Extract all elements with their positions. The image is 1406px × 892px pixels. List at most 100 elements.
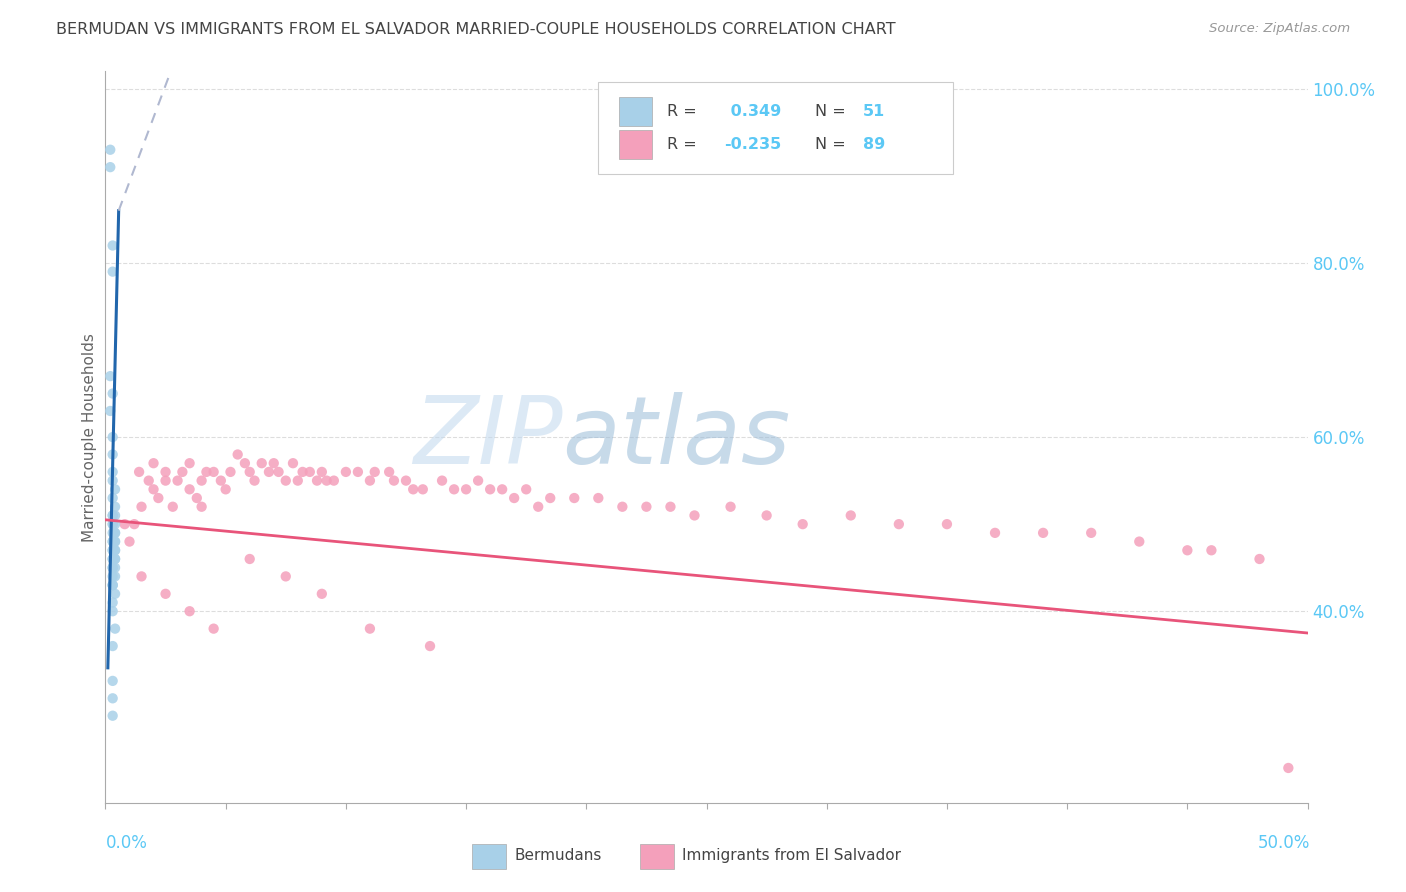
Point [142,483,165,497]
Point [101,639,124,653]
Point [104,587,127,601]
Point [138,474,160,488]
Point [104,534,127,549]
Text: BERMUDAN VS IMMIGRANTS FROM EL SALVADOR MARRIED-COUPLE HOUSEHOLDS CORRELATION CH: BERMUDAN VS IMMIGRANTS FROM EL SALVADOR … [56,22,896,37]
Point [101,560,124,574]
Point [104,500,127,514]
Point [298,465,321,479]
Point [378,465,401,479]
Point [491,483,513,497]
Point [1128,534,1150,549]
Point [104,560,127,574]
Point [291,465,314,479]
Point [101,578,124,592]
Point [148,491,170,505]
Point [131,569,153,583]
Point [538,491,561,505]
Point [202,465,225,479]
Text: R =: R = [666,104,696,120]
Point [402,483,425,497]
Point [412,483,434,497]
Point [101,430,124,444]
Point [101,448,124,462]
Point [515,483,537,497]
Point [101,491,124,505]
Point [172,465,194,479]
Point [190,474,212,488]
Point [467,474,489,488]
Point [101,595,124,609]
Point [101,552,124,566]
Point [214,483,236,497]
Point [104,552,127,566]
Point [195,465,218,479]
Point [527,500,550,514]
Text: N =: N = [814,137,845,152]
Point [101,534,124,549]
Point [755,508,778,523]
Text: Bermudans: Bermudans [515,848,602,863]
Text: atlas: atlas [562,392,790,483]
Point [179,456,201,470]
Point [155,465,177,479]
Point [104,483,127,497]
Point [636,500,658,514]
Text: 50.0%: 50.0% [1258,834,1310,852]
Point [101,534,124,549]
Point [128,465,150,479]
Point [114,517,136,532]
Y-axis label: Married-couple Households: Married-couple Households [82,333,97,541]
Point [364,465,387,479]
Point [104,508,127,523]
Point [250,456,273,470]
Point [101,508,124,523]
Point [155,587,177,601]
Point [98,143,121,157]
Bar [640,844,673,869]
Point [454,483,477,497]
Text: ZIP: ZIP [412,392,562,483]
Point [155,474,177,488]
Point [1175,543,1198,558]
Point [430,474,453,488]
Point [683,508,706,523]
Point [239,552,262,566]
Text: N =: N = [814,104,845,120]
Point [382,474,405,488]
Point [202,622,225,636]
Point [267,465,290,479]
Point [659,500,682,514]
Point [131,500,153,514]
Point [1249,552,1271,566]
Point [101,673,124,688]
Point [274,569,297,583]
Point [101,691,124,706]
Point [98,160,121,174]
Point [274,474,297,488]
Point [186,491,208,505]
Point [239,465,262,479]
Point [104,622,127,636]
Point [311,587,333,601]
Point [162,500,184,514]
Point [101,578,124,592]
Text: R =: R = [666,137,696,152]
Point [219,465,242,479]
Point [179,483,201,497]
Text: Immigrants from El Salvador: Immigrants from El Salvador [682,848,901,863]
Point [101,386,124,401]
Point [720,500,742,514]
Text: 0.0%: 0.0% [105,834,148,852]
Point [588,491,610,505]
Point [287,474,309,488]
Point [887,517,910,532]
Point [839,508,862,523]
Point [322,474,344,488]
Point [101,238,124,252]
Point [118,534,141,549]
Point [443,483,465,497]
Point [101,604,124,618]
Point [166,474,188,488]
Point [98,369,121,384]
Point [335,465,357,479]
